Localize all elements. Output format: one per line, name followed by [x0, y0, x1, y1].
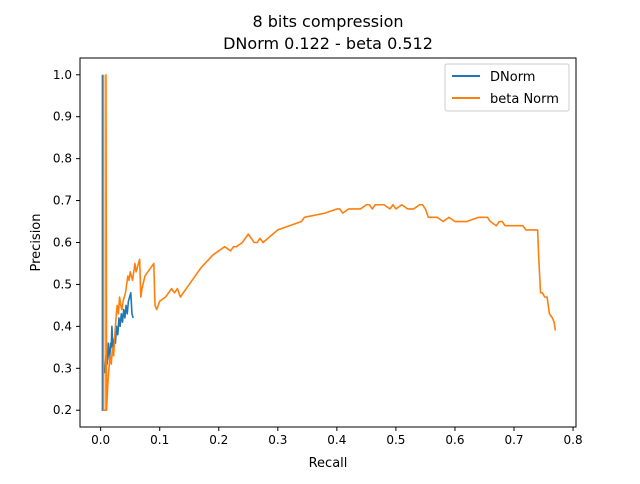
y-tick-label: 0.6: [53, 236, 72, 250]
x-tick-label: 0.7: [504, 433, 523, 447]
y-tick-label: 0.8: [53, 152, 72, 166]
y-tick-label: 0.9: [53, 110, 72, 124]
x-tick-label: 0.5: [386, 433, 405, 447]
x-axis-ticks: 0.0 0.1 0.2 0.3 0.4 0.5 0.6 0.7 0.8: [91, 427, 583, 447]
legend: DNorm beta Norm: [444, 63, 570, 112]
y-axis-ticks: 0.2 0.3 0.4 0.5 0.6 0.7 0.8 0.9 1.0: [53, 68, 80, 417]
legend-label-beta-norm: beta Norm: [490, 92, 559, 107]
x-tick-label: 0.0: [91, 433, 110, 447]
legend-label-dnorm: DNorm: [490, 70, 535, 85]
chart-subtitle: DNorm 0.122 - beta 0.512: [223, 34, 433, 53]
x-axis-label: Recall: [309, 456, 348, 471]
x-tick-label: 0.4: [327, 433, 346, 447]
x-tick-label: 0.6: [445, 433, 464, 447]
plot-area: [101, 73, 557, 412]
y-tick-label: 0.7: [53, 194, 72, 208]
y-tick-label: 1.0: [53, 68, 72, 82]
x-tick-label: 0.2: [209, 433, 228, 447]
series-line-beta-norm: [102, 73, 557, 412]
plot-frame: [79, 57, 577, 428]
x-tick-label: 0.3: [268, 433, 287, 447]
y-tick-label: 0.3: [53, 361, 72, 375]
x-tick-label: 0.8: [564, 433, 583, 447]
chart-title: 8 bits compression: [252, 12, 403, 31]
y-axis-label: Precision: [29, 213, 44, 271]
y-tick-label: 0.5: [53, 277, 72, 291]
y-tick-label: 0.4: [53, 319, 72, 333]
x-tick-label: 0.1: [150, 433, 169, 447]
y-tick-label: 0.2: [53, 403, 72, 417]
